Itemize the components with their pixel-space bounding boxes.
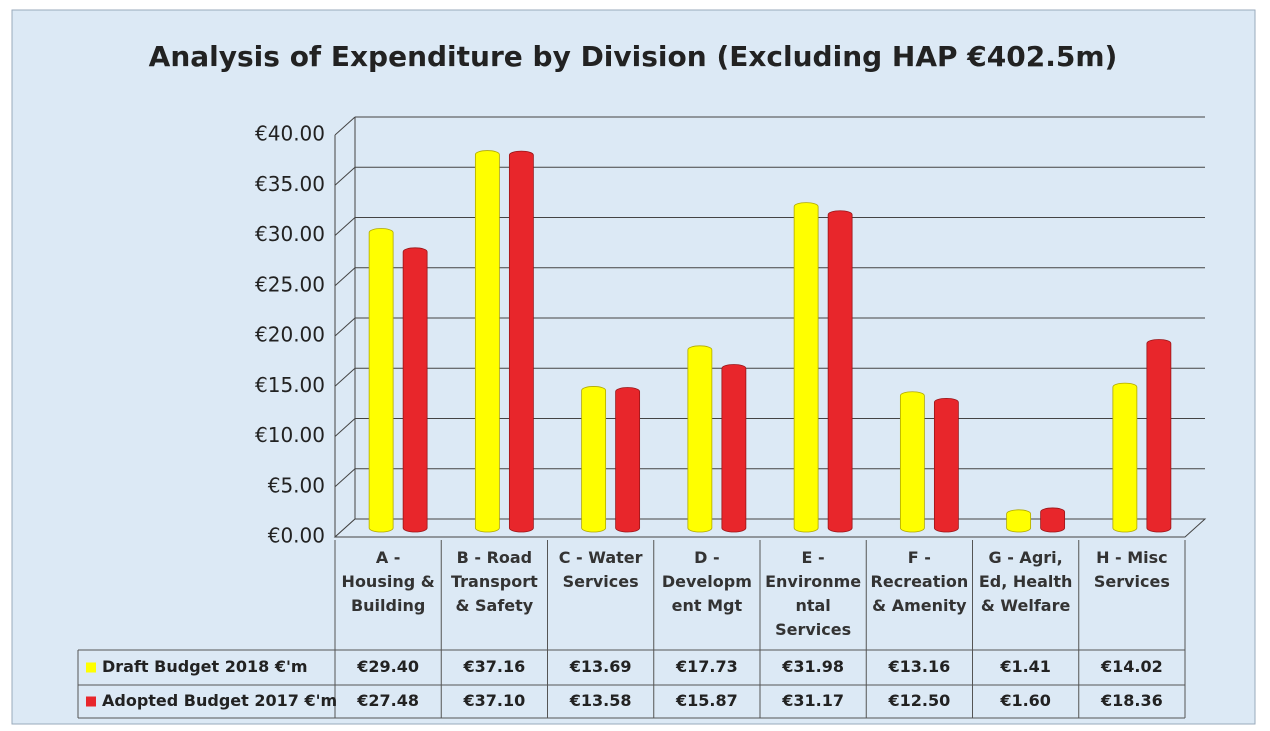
chart-area — [11, 9, 1256, 725]
grid-line — [334, 217, 356, 236]
bar — [615, 387, 641, 533]
data-label: €17.73 — [675, 657, 738, 676]
x-tick-label: F - Recreation & Amenity — [870, 548, 969, 615]
x-tick-label: A - Housing & Building — [341, 548, 435, 615]
x-tick-label: D - Development Mgt — [661, 548, 752, 615]
y-tick-label: €30.00 — [255, 222, 325, 246]
x-tick-label: B - Road Transport & Safety — [451, 548, 538, 615]
y-tick-label: €20.00 — [255, 323, 325, 347]
bar — [1006, 509, 1032, 533]
data-label: €15.87 — [675, 691, 738, 710]
data-label: €37.16 — [463, 657, 526, 676]
data-label: €18.36 — [1100, 691, 1163, 710]
grid-line — [334, 166, 356, 186]
bar — [827, 210, 853, 533]
data-label: €1.60 — [999, 691, 1051, 710]
x-tick-label: E - Environmental Services — [765, 548, 862, 639]
bar — [687, 345, 713, 533]
bar — [1040, 507, 1066, 533]
legend-label: Draft Budget 2018 €'m — [102, 657, 308, 676]
bar — [581, 386, 607, 533]
y-tick-label: €15.00 — [255, 373, 325, 397]
y-tick-label: €40.00 — [255, 122, 325, 146]
legend-swatch — [86, 662, 96, 673]
data-label: €27.48 — [356, 691, 419, 710]
grid-line — [334, 367, 356, 387]
data-label: €14.02 — [1100, 657, 1163, 676]
bar — [402, 247, 428, 533]
floor — [333, 518, 1207, 538]
y-tick-label: €10.00 — [255, 423, 325, 447]
bar — [368, 228, 394, 533]
bar — [1146, 339, 1172, 533]
data-label: €29.40 — [356, 657, 419, 676]
chart-title: Analysis of Expenditure by Division (Exc… — [149, 40, 1118, 73]
y-tick-label: €35.00 — [255, 172, 325, 196]
legend-swatch — [86, 696, 96, 707]
legend-label: Adopted Budget 2017 €'m — [102, 691, 337, 710]
bar — [508, 150, 534, 533]
grid-line — [334, 418, 356, 437]
y-tick-label: €0.00 — [268, 524, 325, 548]
data-label: €31.98 — [781, 657, 844, 676]
grid-line — [334, 317, 356, 337]
grid-line — [334, 468, 356, 488]
bar — [474, 150, 500, 533]
data-label: €13.69 — [569, 657, 632, 676]
bar — [899, 391, 925, 533]
grid-line — [334, 267, 356, 287]
bar — [721, 364, 747, 533]
data-label: €1.41 — [999, 657, 1051, 676]
y-tick-label: €5.00 — [268, 473, 325, 497]
x-tick-label: C - Water Services — [558, 548, 643, 591]
bar — [793, 202, 819, 533]
data-label: €12.50 — [888, 691, 951, 710]
bar — [1112, 382, 1138, 533]
x-tick-label: H - Misc Services — [1093, 548, 1170, 591]
data-label: €13.58 — [569, 691, 632, 710]
data-label: €37.10 — [463, 691, 526, 710]
bar — [933, 397, 959, 533]
x-tick-label: G - Agri, Ed, Health & Welfare — [978, 548, 1073, 615]
data-label: €13.16 — [888, 657, 951, 676]
data-label: €31.17 — [781, 691, 844, 710]
y-tick-label: €25.00 — [255, 272, 325, 296]
grid-line — [334, 116, 356, 136]
